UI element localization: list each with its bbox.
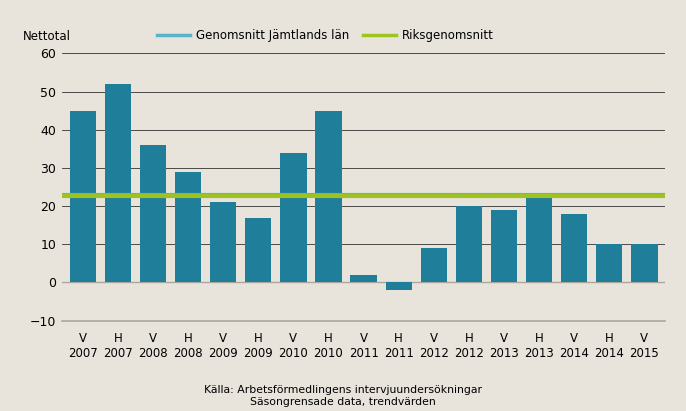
Text: 2007: 2007: [68, 347, 97, 360]
Text: 2011: 2011: [348, 347, 379, 360]
Text: 2012: 2012: [419, 347, 449, 360]
Text: 2010: 2010: [314, 347, 344, 360]
Text: V: V: [149, 332, 157, 345]
Text: 2014: 2014: [559, 347, 589, 360]
Bar: [280, 152, 307, 282]
Text: V: V: [500, 332, 508, 345]
Text: 2011: 2011: [383, 347, 414, 360]
Text: H: H: [605, 332, 614, 345]
Text: 2007: 2007: [103, 347, 133, 360]
Text: 2013: 2013: [489, 347, 519, 360]
Text: 2013: 2013: [524, 347, 554, 360]
Text: H: H: [324, 332, 333, 345]
Text: 2009: 2009: [209, 347, 238, 360]
Bar: [456, 206, 482, 282]
Text: 2008: 2008: [138, 347, 168, 360]
Text: V: V: [640, 332, 648, 345]
Bar: [140, 145, 166, 282]
Bar: [596, 244, 622, 282]
Text: H: H: [534, 332, 543, 345]
Text: 2015: 2015: [630, 347, 659, 360]
Text: V: V: [429, 332, 438, 345]
Text: Nettotal: Nettotal: [23, 30, 71, 43]
Bar: [351, 275, 377, 282]
Text: 2008: 2008: [174, 347, 203, 360]
Text: 2010: 2010: [279, 347, 308, 360]
Text: 2009: 2009: [244, 347, 273, 360]
Bar: [210, 202, 237, 282]
Bar: [561, 214, 587, 282]
Text: Källa: Arbetsförmedlingens intervjuundersökningar
Säsongrensade data, trendvärde: Källa: Arbetsförmedlingens intervjuunder…: [204, 385, 482, 407]
Text: H: H: [254, 332, 263, 345]
Text: V: V: [289, 332, 298, 345]
Text: H: H: [184, 332, 193, 345]
Text: H: H: [464, 332, 473, 345]
Text: H: H: [394, 332, 403, 345]
Bar: [175, 172, 201, 282]
Text: 2012: 2012: [454, 347, 484, 360]
Text: H: H: [113, 332, 122, 345]
Bar: [526, 199, 552, 282]
Bar: [631, 244, 657, 282]
Bar: [421, 248, 447, 282]
Text: V: V: [79, 332, 87, 345]
Bar: [245, 217, 272, 282]
Text: V: V: [220, 332, 227, 345]
Text: V: V: [359, 332, 368, 345]
Bar: [105, 84, 131, 282]
Text: 2014: 2014: [594, 347, 624, 360]
Bar: [70, 111, 96, 282]
Legend: Genomsnitt Jämtlands län, Riksgenomsnitt: Genomsnitt Jämtlands län, Riksgenomsnitt: [152, 25, 499, 47]
Bar: [490, 210, 517, 282]
Text: V: V: [570, 332, 578, 345]
Bar: [316, 111, 342, 282]
Bar: [386, 282, 412, 290]
